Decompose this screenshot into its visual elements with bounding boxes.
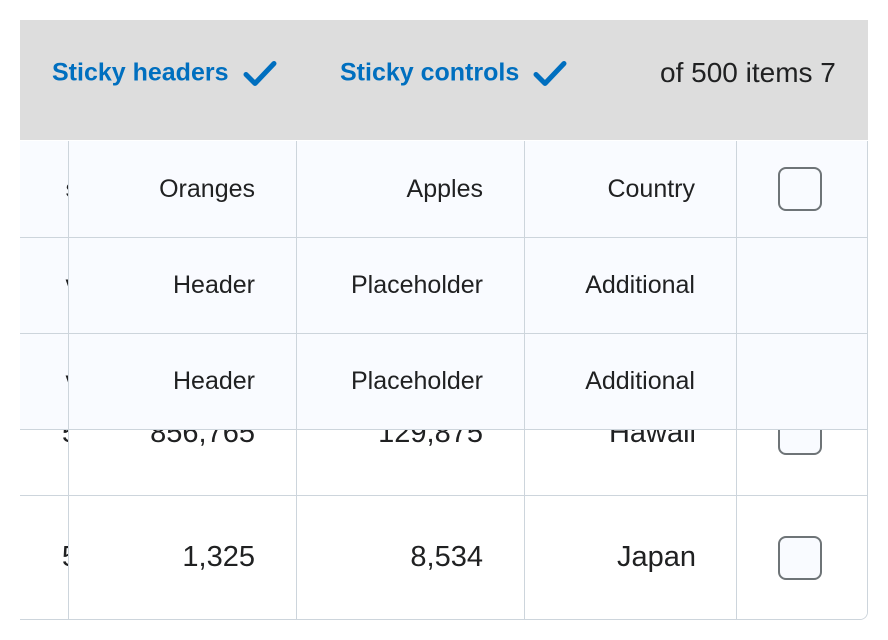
table-cell: Additional xyxy=(525,334,737,429)
table-controls-bar: Sticky headers Sticky controls of 500 it… xyxy=(20,20,868,140)
table-cell: v xyxy=(66,367,69,396)
sticky-headers-label: Sticky headers xyxy=(52,58,229,87)
table-cell: Header xyxy=(69,334,297,429)
table-cell: Placeholder xyxy=(297,334,525,429)
table-cell: 5 xyxy=(62,417,68,450)
data-table: 5 856,765 129,875 Hawaii 5 1,325 8,534 J… xyxy=(20,141,868,620)
column-header-country: Country xyxy=(525,141,737,237)
select-all-checkbox[interactable] xyxy=(778,167,822,211)
sticky-header-row: v Header Placeholder Additional xyxy=(20,333,867,429)
table-cell: Header xyxy=(69,238,297,333)
sticky-controls-toggle[interactable]: Sticky controls xyxy=(340,59,567,88)
sticky-controls-label: Sticky controls xyxy=(340,58,520,87)
divider xyxy=(20,429,867,430)
table-cell: Additional xyxy=(525,238,737,333)
empty-cell xyxy=(737,238,867,333)
empty-cell xyxy=(737,334,867,429)
table-cell: Japan xyxy=(525,496,737,619)
sticky-headers-toggle[interactable]: Sticky headers xyxy=(52,59,277,88)
item-count-text: of 500 items 7 xyxy=(660,57,836,88)
table-cell: 8,534 xyxy=(297,496,525,619)
table-cell: 5 xyxy=(62,541,68,574)
checkmark-icon xyxy=(243,60,276,86)
column-header: s xyxy=(66,175,69,204)
column-header-apples: Apples xyxy=(297,141,525,237)
row-select-checkbox[interactable] xyxy=(778,535,822,580)
table-cell: v xyxy=(66,271,69,300)
column-header-oranges: Oranges xyxy=(69,141,297,237)
table-cell: Placeholder xyxy=(297,238,525,333)
sticky-header-row: v Header Placeholder Additional xyxy=(20,237,867,333)
table-row: 5 1,325 8,534 Japan xyxy=(20,495,867,619)
table-cell: 1,325 xyxy=(69,496,297,619)
table-header-row: s Oranges Apples Country xyxy=(20,141,867,237)
checkmark-icon xyxy=(533,60,567,86)
